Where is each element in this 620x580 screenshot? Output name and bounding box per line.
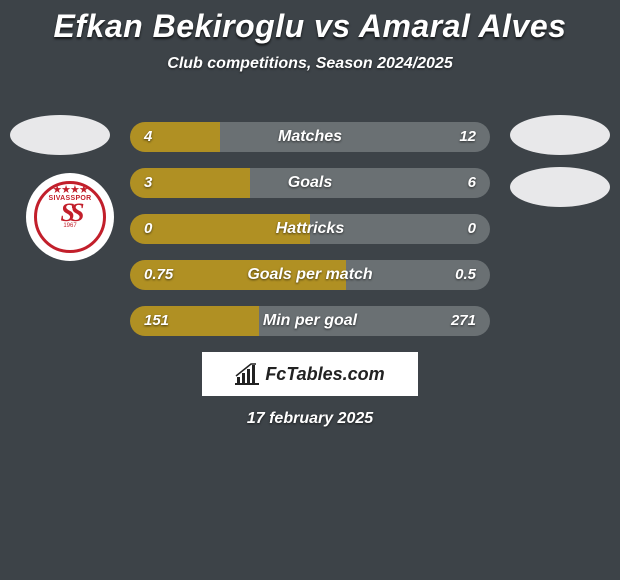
stat-value-left: 0.75 (144, 260, 173, 290)
stat-row: Matches412 (130, 122, 490, 152)
stat-row: Hattricks00 (130, 214, 490, 244)
left-club-logo: ★★★★ SIVASSPOR SS 1967 (26, 173, 114, 261)
stat-row: Goals36 (130, 168, 490, 198)
stat-value-left: 3 (144, 168, 152, 198)
right-country-ellipse (510, 115, 610, 155)
right-player-badges (500, 115, 620, 219)
crest-monogram: SS (61, 204, 80, 222)
stat-value-left: 151 (144, 306, 169, 336)
stat-value-right: 271 (451, 306, 476, 336)
stat-bar-right (310, 214, 490, 244)
sivasspor-crest: ★★★★ SIVASSPOR SS 1967 (34, 181, 106, 253)
date-text: 17 february 2025 (0, 410, 620, 428)
stat-value-right: 12 (459, 122, 476, 152)
stat-bar-left (130, 214, 310, 244)
left-country-ellipse (10, 115, 110, 155)
stat-row: Goals per match0.750.5 (130, 260, 490, 290)
watermark-text: FcTables.com (265, 364, 384, 385)
page-title: Efkan Bekiroglu vs Amaral Alves (0, 0, 620, 45)
chart-icon (235, 363, 261, 385)
watermark: FcTables.com (202, 352, 418, 396)
page-subtitle: Club competitions, Season 2024/2025 (0, 55, 620, 73)
stat-value-left: 0 (144, 214, 152, 244)
stat-value-right: 0.5 (455, 260, 476, 290)
stat-value-left: 4 (144, 122, 152, 152)
stat-value-right: 6 (468, 168, 476, 198)
stat-row: Min per goal151271 (130, 306, 490, 336)
stats-bars: Matches412Goals36Hattricks00Goals per ma… (130, 122, 490, 352)
stat-bar-right (250, 168, 490, 198)
stat-value-right: 0 (468, 214, 476, 244)
left-player-badges: ★★★★ SIVASSPOR SS 1967 (0, 115, 120, 261)
crest-year: 1967 (63, 223, 76, 229)
right-club-ellipse (510, 167, 610, 207)
stat-bar-right (220, 122, 490, 152)
